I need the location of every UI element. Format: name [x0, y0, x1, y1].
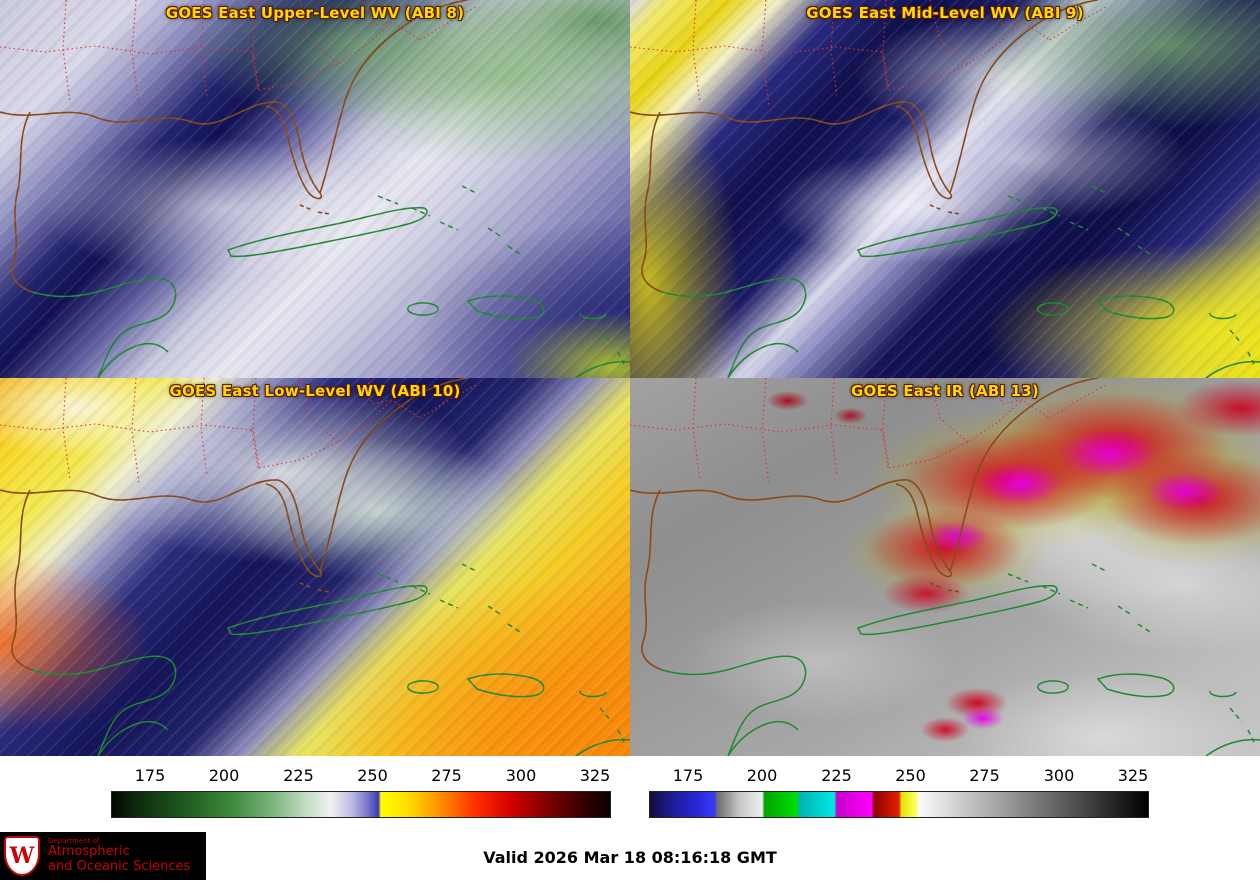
map-boundaries-overlay	[630, 378, 1260, 756]
tick-label: 275	[969, 766, 1000, 785]
map-boundaries-overlay	[0, 378, 630, 756]
footer: 175 200 225 250 275 300 325 175 200 225 …	[0, 756, 1260, 882]
wv-colorbar-block: 175 200 225 250 275 300 325	[111, 766, 611, 818]
ir-colorbar	[649, 791, 1149, 818]
tick-label: 225	[283, 766, 314, 785]
panel-upper-level-wv: GOES East Upper-Level WV (ABI 8)	[0, 0, 630, 378]
tick-label: 175	[134, 766, 166, 785]
panel-title: GOES East Low-Level WV (ABI 10)	[169, 382, 461, 400]
logo-dept-line: Department of	[48, 836, 100, 845]
wv-colorbar-ticks: 175 200 225 250 275 300 325	[111, 766, 611, 788]
map-boundaries-overlay	[630, 0, 1260, 378]
logo-line-1: Atmospheric	[48, 844, 130, 860]
panel-ir: GOES East IR (ABI 13)	[630, 378, 1260, 756]
bottom-row: W Department of Atmospheric and Oceanic …	[0, 830, 1260, 882]
tick-label: 325	[1117, 766, 1149, 785]
crest-letter: W	[9, 843, 35, 869]
uw-aos-logo: W Department of Atmospheric and Oceanic …	[0, 832, 207, 880]
tick-label: 325	[579, 766, 611, 785]
panel-low-level-wv: GOES East Low-Level WV (ABI 10)	[0, 378, 630, 756]
map-boundaries-overlay	[0, 0, 630, 378]
tick-label: 200	[746, 766, 778, 785]
wv-colorbar	[111, 791, 611, 818]
ir-colorbar-ticks: 175 200 225 250 275 300 325	[649, 766, 1149, 788]
tick-label: 200	[208, 766, 240, 785]
logo-text: Department of Atmospheric and Oceanic Sc…	[48, 837, 190, 875]
valid-time: Valid 2026 Mar 18 08:16:18 GMT	[483, 848, 777, 867]
satellite-panel-grid: GOES East Upper-Level WV (ABI 8) GOES Ea…	[0, 0, 1260, 756]
uw-crest-icon: W	[4, 836, 40, 876]
panel-mid-level-wv: GOES East Mid-Level WV (ABI 9)	[630, 0, 1260, 378]
tick-label: 300	[505, 766, 537, 785]
tick-label: 250	[357, 766, 388, 785]
tick-label: 250	[895, 766, 926, 785]
logo-line-2: and Oceanic Sciences	[48, 859, 191, 875]
ir-colorbar-block: 175 200 225 250 275 300 325	[649, 766, 1149, 818]
tick-label: 300	[1043, 766, 1075, 785]
panel-title: GOES East Upper-Level WV (ABI 8)	[165, 4, 465, 22]
tick-label: 175	[672, 766, 704, 785]
panel-title: GOES East Mid-Level WV (ABI 9)	[806, 4, 1084, 22]
tick-label: 225	[821, 766, 852, 785]
tick-label: 275	[431, 766, 462, 785]
panel-title: GOES East IR (ABI 13)	[850, 382, 1039, 400]
colorbar-row: 175 200 225 250 275 300 325 175 200 225 …	[0, 756, 1260, 818]
